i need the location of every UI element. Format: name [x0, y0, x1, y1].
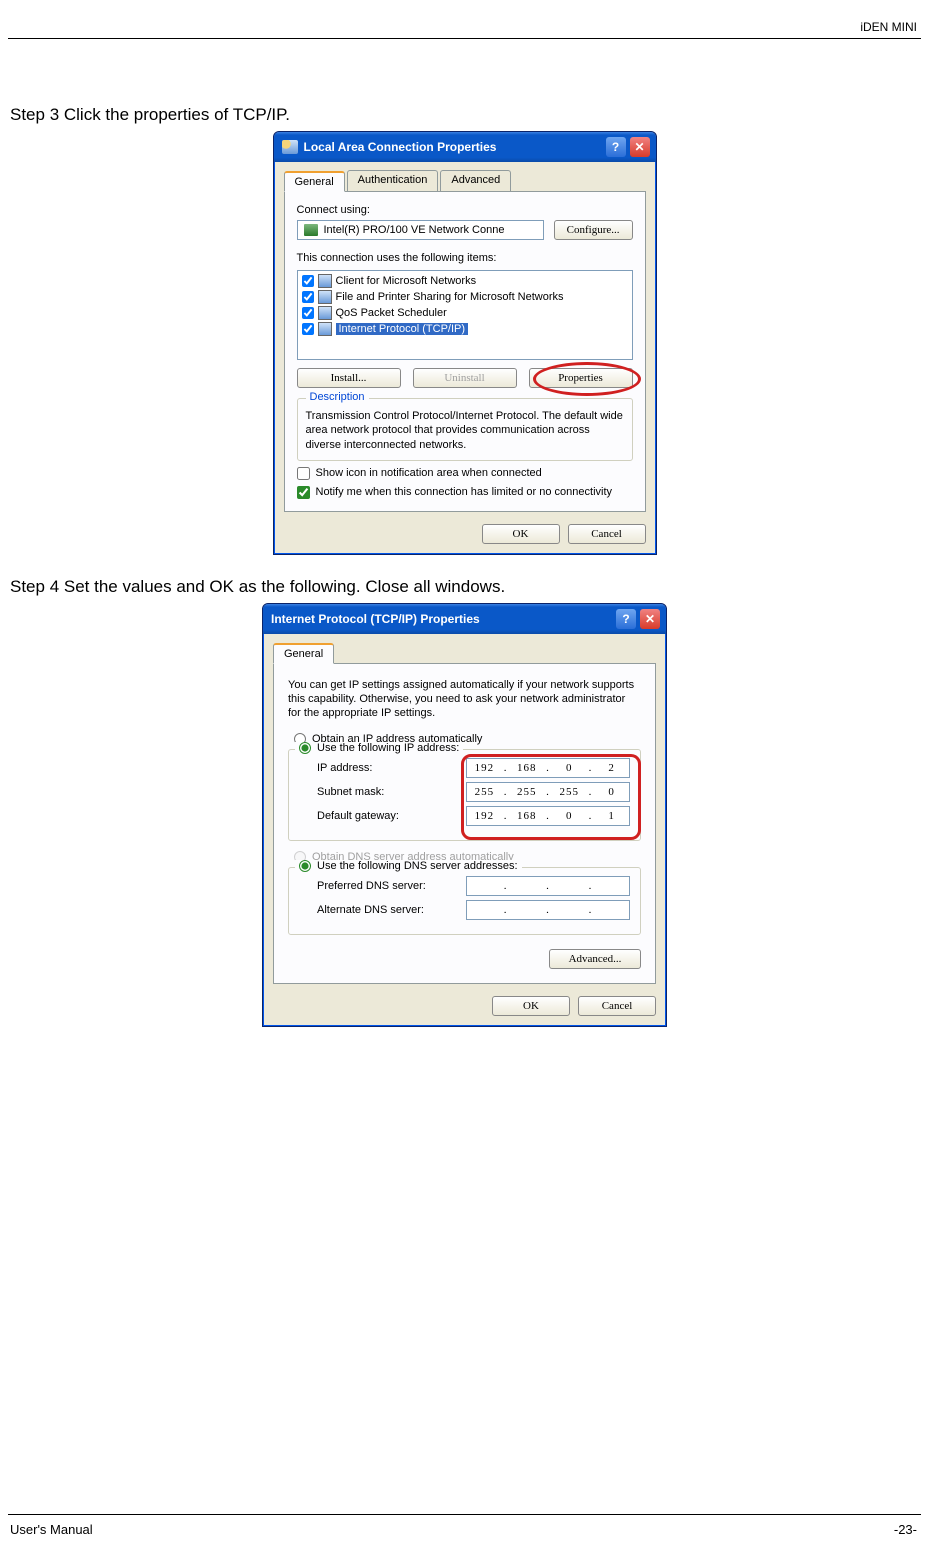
item-checkbox[interactable]	[302, 275, 314, 287]
advanced-button[interactable]: Advanced...	[549, 949, 641, 969]
description-group: Description Transmission Control Protoco…	[297, 398, 633, 461]
item-label: QoS Packet Scheduler	[336, 307, 447, 319]
adapter-name: Intel(R) PRO/100 VE Network Conne	[324, 224, 505, 236]
adapter-field[interactable]: Intel(R) PRO/100 VE Network Conne	[297, 220, 544, 240]
configure-button[interactable]: Configure...	[554, 220, 633, 240]
item-label: File and Printer Sharing for Microsoft N…	[336, 291, 564, 303]
show-icon-checkbox[interactable]	[297, 467, 310, 480]
install-button[interactable]: Install...	[297, 368, 401, 388]
show-icon-label: Show icon in notification area when conn…	[316, 467, 542, 479]
use-ip-radio[interactable]	[299, 742, 311, 754]
tab-general[interactable]: General	[284, 171, 345, 192]
description-text: Transmission Control Protocol/Internet P…	[306, 409, 624, 452]
dialog2-title: Internet Protocol (TCP/IP) Properties	[271, 612, 480, 626]
item-label: Client for Microsoft Networks	[336, 275, 477, 287]
dialog2-panel: You can get IP settings assigned automat…	[273, 663, 656, 984]
tab-advanced[interactable]: Advanced	[440, 170, 511, 191]
notify-label: Notify me when this connection has limit…	[316, 486, 613, 498]
intro-text: You can get IP settings assigned automat…	[288, 678, 641, 721]
item-checkbox[interactable]	[302, 307, 314, 319]
item-label: Internet Protocol (TCP/IP)	[336, 323, 469, 335]
gateway-field[interactable]: 192. 168. 0. 1	[466, 806, 630, 826]
tcpip-icon	[318, 322, 332, 336]
alternate-dns-label: Alternate DNS server:	[317, 904, 466, 916]
qos-icon	[318, 306, 332, 320]
close-button[interactable]: ✕	[630, 137, 650, 157]
dialog1-titlebar: Local Area Connection Properties ? ✕	[274, 132, 656, 162]
page-rule-top	[8, 38, 921, 39]
cancel-button[interactable]: Cancel	[578, 996, 656, 1016]
gateway-label: Default gateway:	[317, 810, 466, 822]
step4-text: Step 4 Set the values and OK as the foll…	[10, 577, 919, 597]
alternate-dns-field[interactable]: ...	[466, 900, 630, 920]
footer-left: User's Manual	[10, 1522, 93, 1537]
description-legend: Description	[306, 391, 369, 403]
notify-checkbox[interactable]	[297, 486, 310, 499]
help-button[interactable]: ?	[606, 137, 626, 157]
subnet-label: Subnet mask:	[317, 786, 466, 798]
tcpip-properties-dialog: Internet Protocol (TCP/IP) Properties ? …	[262, 603, 667, 1027]
ip-address-field[interactable]: 192. 168. 0. 2	[466, 758, 630, 778]
help-button[interactable]: ?	[616, 609, 636, 629]
client-icon	[318, 274, 332, 288]
dialog2-tabs: General	[273, 642, 656, 663]
dialog1-panel: Connect using: Intel(R) PRO/100 VE Netwo…	[284, 191, 646, 512]
dialog2-titlebar: Internet Protocol (TCP/IP) Properties ? …	[263, 604, 666, 634]
use-dns-row[interactable]: Use the following DNS server addresses:	[295, 860, 522, 872]
step3-text: Step 3 Click the properties of TCP/IP.	[10, 105, 919, 125]
list-item[interactable]: Client for Microsoft Networks	[302, 273, 628, 289]
tab-authentication[interactable]: Authentication	[347, 170, 439, 191]
dialog1-wrap: Local Area Connection Properties ? ✕ Gen…	[10, 131, 919, 555]
cancel-button[interactable]: Cancel	[568, 524, 646, 544]
ok-button[interactable]: OK	[492, 996, 570, 1016]
list-item-selected[interactable]: Internet Protocol (TCP/IP)	[302, 321, 628, 337]
properties-button[interactable]: Properties	[529, 368, 633, 388]
use-dns-label: Use the following DNS server addresses:	[317, 860, 518, 872]
header-product: iDEN MINI	[860, 20, 917, 34]
uninstall-button: Uninstall	[413, 368, 517, 388]
lan-properties-dialog: Local Area Connection Properties ? ✕ Gen…	[273, 131, 657, 555]
connect-using-label: Connect using:	[297, 204, 633, 216]
dialog1-tabs: General Authentication Advanced	[284, 170, 646, 191]
use-dns-group: Use the following DNS server addresses: …	[288, 867, 641, 935]
footer-right: -23-	[894, 1522, 917, 1537]
ok-button[interactable]: OK	[482, 524, 560, 544]
fileshare-icon	[318, 290, 332, 304]
dialog2-wrap: Internet Protocol (TCP/IP) Properties ? …	[10, 603, 919, 1027]
page: iDEN MINI Step 3 Click the properties of…	[0, 0, 929, 1037]
items-listbox[interactable]: Client for Microsoft Networks File and P…	[297, 270, 633, 360]
preferred-dns-label: Preferred DNS server:	[317, 880, 466, 892]
preferred-dns-field[interactable]: ...	[466, 876, 630, 896]
show-icon-row[interactable]: Show icon in notification area when conn…	[297, 467, 633, 480]
dialog1-title: Local Area Connection Properties	[304, 140, 497, 154]
item-checkbox[interactable]	[302, 291, 314, 303]
use-ip-group: Use the following IP address: IP address…	[288, 749, 641, 841]
use-ip-label: Use the following IP address:	[317, 742, 459, 754]
items-label: This connection uses the following items…	[297, 252, 633, 264]
page-rule-bottom	[8, 1514, 921, 1515]
ip-address-label: IP address:	[317, 762, 466, 774]
use-ip-row[interactable]: Use the following IP address:	[295, 742, 463, 754]
close-button[interactable]: ✕	[640, 609, 660, 629]
list-item[interactable]: QoS Packet Scheduler	[302, 305, 628, 321]
tab-general[interactable]: General	[273, 643, 334, 664]
network-icon	[282, 140, 298, 154]
page-footer: User's Manual -23-	[10, 1522, 917, 1537]
list-item[interactable]: File and Printer Sharing for Microsoft N…	[302, 289, 628, 305]
item-checkbox[interactable]	[302, 323, 314, 335]
use-dns-radio[interactable]	[299, 860, 311, 872]
adapter-icon	[304, 224, 318, 236]
notify-row[interactable]: Notify me when this connection has limit…	[297, 486, 633, 499]
subnet-field[interactable]: 255. 255. 255. 0	[466, 782, 630, 802]
